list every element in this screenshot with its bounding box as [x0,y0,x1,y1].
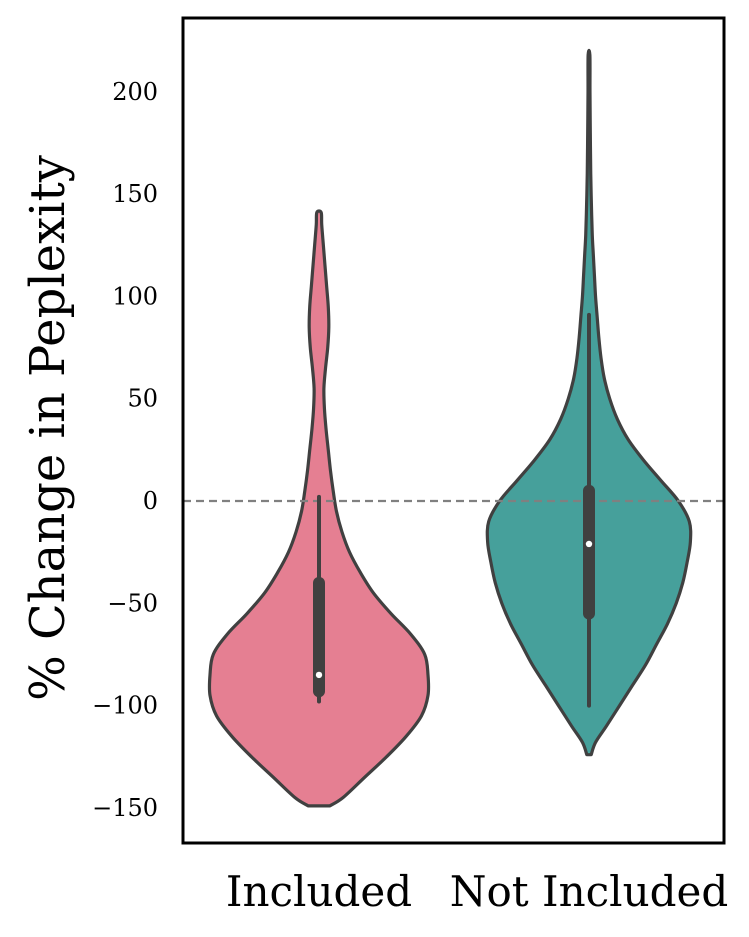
y-tick-label: 150 [112,180,158,208]
y-tick-label: −150 [92,794,158,822]
median-dot-2 [585,540,593,548]
x-category-label: Not Included [450,867,729,916]
y-tick-label: −50 [107,589,158,617]
y-tick-label: 100 [112,282,158,310]
plot-frame [181,16,726,845]
y-tick-label: −100 [92,692,158,720]
y-tick-label: 0 [143,487,158,515]
x-category-label: Included [226,867,412,916]
y-tick-labels: 200 150 100 50 0 −50 −100 −150 [92,78,158,822]
y-tick-label: 50 [127,385,158,413]
x-category-labels: Included Not Included [226,867,728,916]
median-dot-1 [315,671,323,679]
y-axis-title: % Change in Peplexity [20,155,76,701]
y-tick-label: 200 [112,78,158,106]
box-layer [313,312,595,708]
violin-layer [207,48,693,808]
